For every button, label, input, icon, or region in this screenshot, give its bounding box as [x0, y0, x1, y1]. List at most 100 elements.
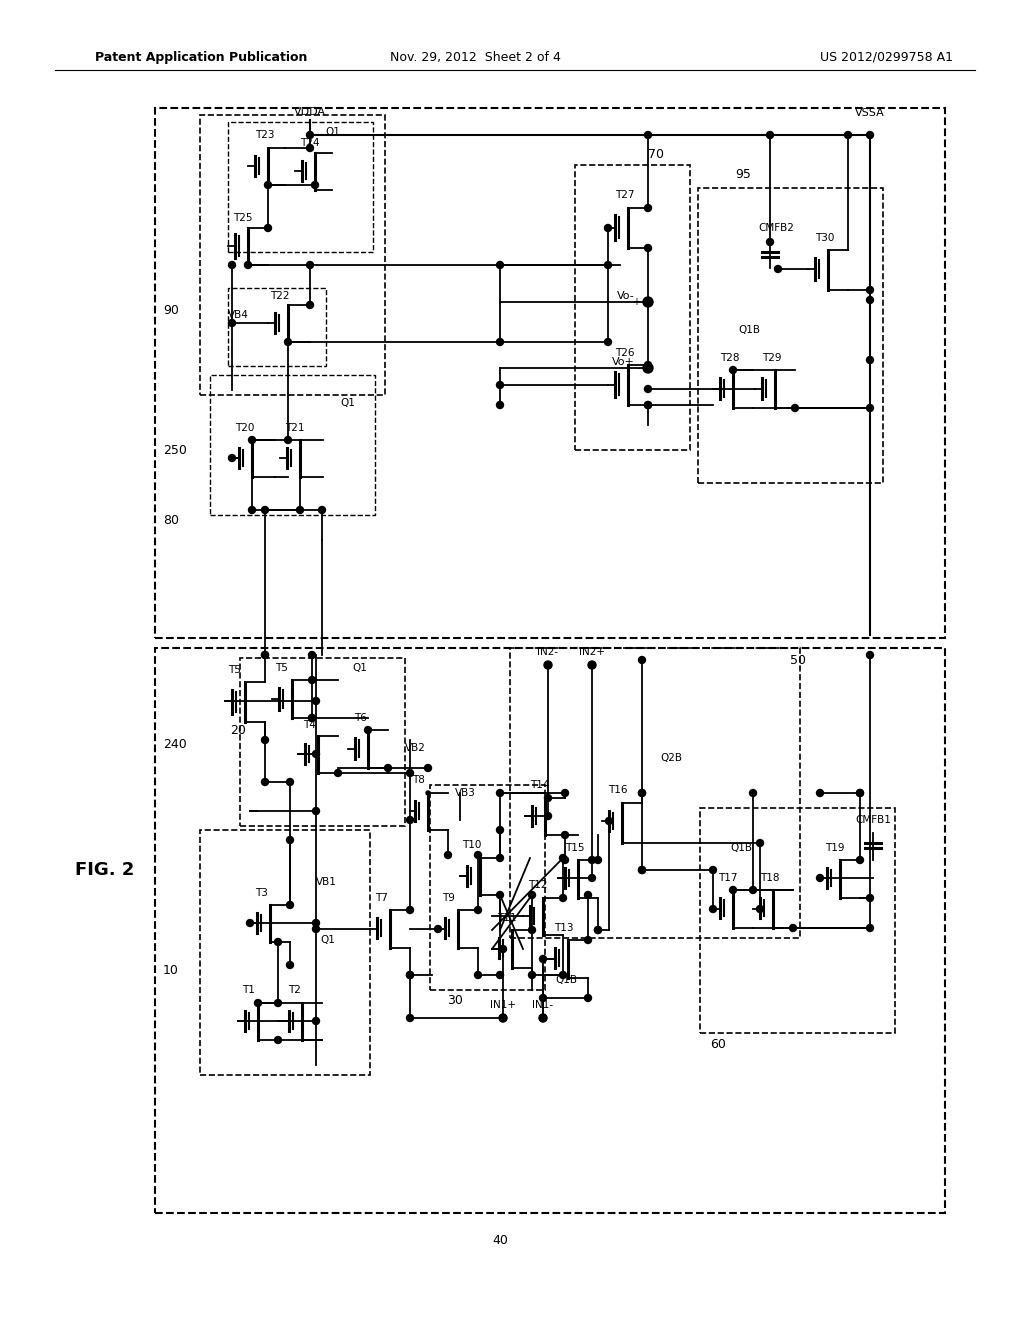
Text: T21: T21: [285, 422, 304, 433]
Circle shape: [585, 891, 592, 899]
Text: Q1: Q1: [340, 399, 355, 408]
Text: T7: T7: [375, 894, 388, 903]
Text: VB3: VB3: [455, 788, 476, 799]
Circle shape: [312, 925, 319, 932]
Text: CMFB1: CMFB1: [855, 814, 891, 825]
Circle shape: [545, 795, 552, 801]
Text: Q1: Q1: [325, 127, 340, 137]
Circle shape: [643, 363, 653, 374]
Bar: [430, 785, 545, 990]
Circle shape: [312, 920, 319, 927]
Circle shape: [605, 817, 612, 825]
Bar: [200, 830, 370, 1074]
Bar: [510, 648, 800, 939]
Text: T30: T30: [815, 234, 835, 243]
Circle shape: [274, 939, 282, 945]
Text: 30: 30: [447, 994, 463, 1006]
Circle shape: [407, 972, 414, 978]
Circle shape: [274, 999, 282, 1006]
Circle shape: [407, 817, 414, 824]
Circle shape: [639, 789, 645, 796]
Text: VSSA: VSSA: [855, 108, 885, 117]
Bar: [155, 648, 945, 1213]
Circle shape: [425, 764, 431, 771]
Circle shape: [595, 857, 601, 863]
Text: 90: 90: [163, 304, 179, 317]
Circle shape: [539, 1014, 547, 1022]
Circle shape: [311, 181, 318, 189]
Circle shape: [228, 319, 236, 326]
Text: IN1-: IN1-: [532, 1001, 554, 1010]
Text: T5: T5: [275, 663, 288, 673]
Text: T13: T13: [554, 923, 573, 933]
Circle shape: [604, 224, 611, 231]
Circle shape: [335, 770, 341, 776]
Circle shape: [757, 840, 764, 846]
Text: T3: T3: [255, 888, 268, 898]
Circle shape: [561, 832, 568, 838]
Circle shape: [312, 1018, 319, 1024]
Text: 250: 250: [163, 444, 186, 457]
Bar: [575, 165, 690, 450]
Circle shape: [497, 401, 504, 408]
Circle shape: [644, 298, 651, 305]
Circle shape: [497, 826, 504, 833]
Circle shape: [644, 205, 651, 211]
Circle shape: [497, 381, 504, 388]
Text: 50: 50: [790, 653, 806, 667]
Text: T19: T19: [825, 843, 845, 853]
Circle shape: [407, 972, 414, 978]
Text: T20: T20: [234, 422, 254, 433]
Circle shape: [497, 854, 504, 862]
Circle shape: [750, 887, 757, 894]
Text: T8: T8: [412, 775, 425, 785]
Circle shape: [499, 1014, 507, 1022]
Circle shape: [474, 851, 481, 858]
Text: US 2012/0299758 A1: US 2012/0299758 A1: [820, 50, 953, 63]
Circle shape: [561, 857, 568, 863]
Text: T11: T11: [497, 913, 516, 923]
Circle shape: [247, 920, 254, 927]
Text: Patent Application Publication: Patent Application Publication: [95, 50, 307, 63]
Circle shape: [407, 907, 414, 913]
Circle shape: [264, 224, 271, 231]
Text: 95: 95: [735, 169, 751, 181]
Bar: [210, 375, 375, 515]
Circle shape: [644, 132, 651, 139]
Text: T17: T17: [718, 873, 737, 883]
Text: T27: T27: [615, 190, 635, 201]
Text: T28: T28: [720, 352, 739, 363]
Circle shape: [261, 652, 268, 659]
Text: +: +: [632, 297, 640, 308]
Circle shape: [729, 367, 736, 374]
Text: T9: T9: [442, 894, 455, 903]
Circle shape: [866, 652, 873, 659]
Circle shape: [528, 927, 536, 933]
Circle shape: [287, 961, 294, 969]
Text: T24: T24: [300, 139, 319, 148]
Circle shape: [426, 791, 430, 795]
Text: T12: T12: [528, 880, 548, 890]
Text: VB4: VB4: [228, 310, 249, 319]
Bar: [228, 288, 326, 366]
Circle shape: [245, 261, 252, 268]
Text: 60: 60: [710, 1039, 726, 1052]
Text: FIG. 2: FIG. 2: [75, 861, 134, 879]
Circle shape: [644, 401, 651, 408]
Circle shape: [497, 891, 504, 899]
Text: T10: T10: [462, 840, 481, 850]
Text: T15: T15: [565, 843, 585, 853]
Text: Vo+: Vo+: [612, 356, 635, 367]
Bar: [240, 657, 406, 826]
Circle shape: [585, 994, 592, 1002]
Circle shape: [540, 956, 547, 962]
Circle shape: [585, 936, 592, 944]
Circle shape: [308, 714, 315, 722]
Circle shape: [287, 779, 294, 785]
Circle shape: [767, 132, 773, 139]
Text: Q1B: Q1B: [730, 843, 752, 853]
Circle shape: [255, 999, 261, 1006]
Circle shape: [228, 261, 236, 268]
Circle shape: [528, 972, 536, 978]
Circle shape: [866, 356, 873, 363]
